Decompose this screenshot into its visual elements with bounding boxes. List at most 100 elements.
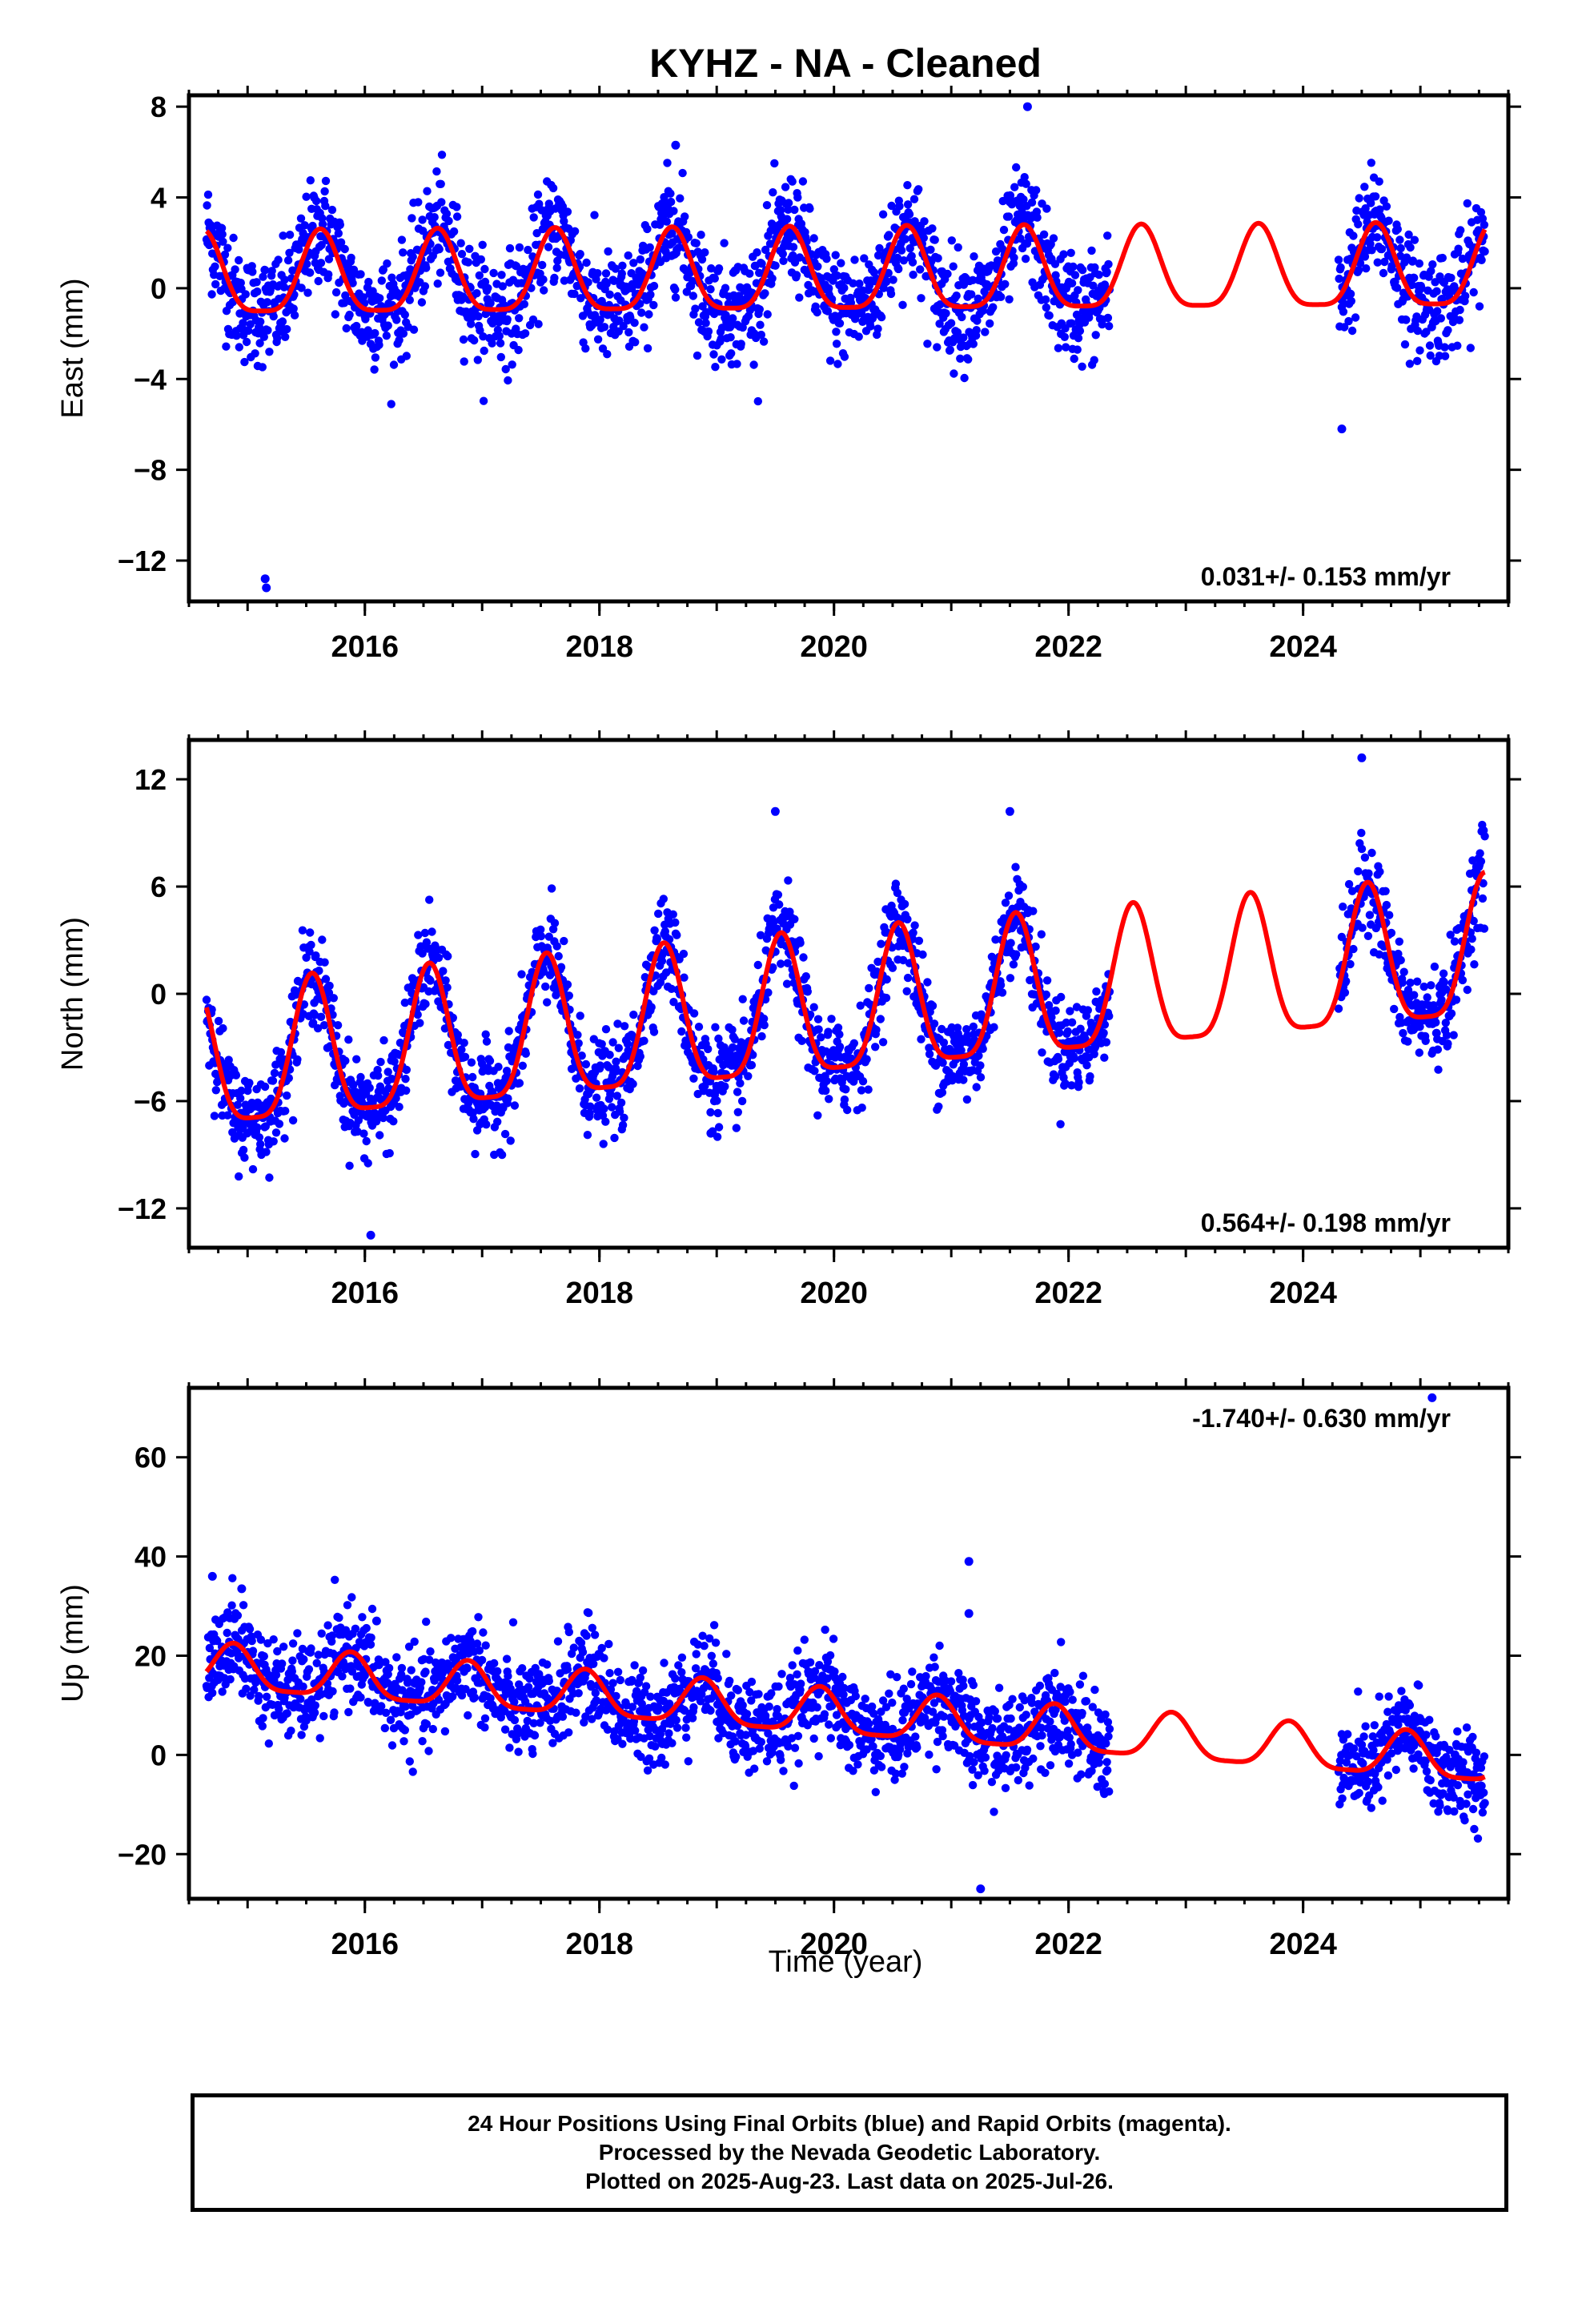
data-point — [263, 1638, 272, 1648]
data-point — [235, 255, 243, 265]
data-point — [449, 227, 459, 236]
data-point — [575, 1084, 584, 1093]
data-point — [629, 259, 638, 267]
data-point — [405, 296, 414, 304]
data-point — [972, 326, 981, 335]
data-point — [729, 1043, 737, 1052]
data-point — [331, 1575, 339, 1585]
data-point — [795, 253, 805, 262]
data-point — [544, 243, 553, 251]
data-point — [259, 1652, 268, 1661]
data-point — [603, 350, 612, 359]
y-tick-label: 0 — [151, 978, 167, 1011]
data-point — [494, 1063, 503, 1072]
data-point — [515, 314, 524, 323]
data-point — [318, 935, 327, 944]
data-point — [857, 1086, 866, 1095]
data-point — [593, 269, 602, 278]
data-point — [381, 1708, 391, 1717]
data-point — [371, 328, 379, 338]
data-point — [923, 340, 932, 348]
data-point — [714, 264, 724, 273]
data-point — [933, 343, 942, 352]
data-point — [313, 1023, 323, 1033]
data-point — [938, 1088, 947, 1097]
data-point — [504, 376, 512, 385]
data-point — [287, 1727, 295, 1735]
data-point — [470, 1693, 479, 1702]
data-point — [502, 1655, 512, 1663]
data-point — [443, 983, 452, 992]
data-point — [437, 198, 446, 207]
data-point — [307, 1644, 315, 1653]
data-point — [1104, 259, 1113, 269]
data-point — [666, 197, 676, 207]
data-point — [1441, 1019, 1451, 1027]
data-point — [1086, 1072, 1094, 1081]
data-point — [481, 1030, 490, 1039]
data-point — [1430, 962, 1439, 971]
data-point — [1367, 159, 1376, 167]
data-point — [1060, 332, 1070, 341]
data-point — [581, 1059, 591, 1069]
data-point — [608, 1103, 616, 1112]
data-point — [841, 1085, 850, 1094]
data-point — [1442, 985, 1451, 994]
data-point — [1437, 995, 1446, 1004]
data-point — [1413, 326, 1423, 336]
data-point — [460, 357, 468, 366]
data-point — [957, 1046, 966, 1055]
data-point — [669, 998, 678, 1007]
data-point — [243, 326, 253, 336]
data-point — [976, 1061, 985, 1070]
data-point — [536, 925, 545, 935]
data-point — [515, 1079, 524, 1088]
data-point — [248, 267, 257, 276]
data-point — [273, 1647, 282, 1656]
data-point — [739, 1016, 749, 1025]
data-point — [576, 1011, 584, 1020]
data-point — [784, 199, 793, 207]
data-point — [618, 1120, 628, 1130]
data-point — [385, 1148, 394, 1158]
data-point — [583, 1131, 592, 1140]
data-point — [467, 320, 476, 328]
data-point — [434, 1695, 444, 1704]
data-point — [283, 1709, 291, 1718]
data-point — [428, 1724, 437, 1734]
data-point — [877, 312, 886, 322]
data-point — [717, 355, 726, 364]
data-point — [240, 1674, 250, 1683]
data-point — [962, 1025, 971, 1034]
data-point — [1478, 214, 1488, 223]
data-point — [552, 263, 561, 272]
data-point — [1428, 260, 1437, 269]
data-point — [231, 1071, 241, 1080]
data-point — [662, 217, 671, 226]
x-tick-label: 2024 — [1269, 630, 1337, 664]
data-point — [331, 310, 339, 319]
data-point — [1382, 202, 1391, 211]
data-point — [223, 243, 232, 252]
data-point — [544, 1676, 553, 1686]
data-point — [460, 1039, 468, 1047]
data-point — [1012, 950, 1021, 959]
data-point — [857, 1104, 866, 1112]
data-point — [231, 265, 239, 274]
data-point — [576, 250, 584, 259]
data-point — [316, 1012, 326, 1022]
data-point — [451, 1076, 460, 1085]
data-point — [600, 1104, 608, 1113]
data-point — [938, 1024, 946, 1034]
data-point — [976, 1073, 986, 1082]
data-point — [1102, 1038, 1111, 1047]
data-point — [367, 1604, 377, 1614]
data-point — [1045, 311, 1054, 320]
data-point — [242, 1684, 251, 1693]
data-point — [775, 900, 784, 909]
data-point — [260, 266, 270, 275]
data-point — [222, 342, 231, 351]
data-point — [823, 307, 833, 316]
data-point — [510, 1101, 520, 1110]
data-point — [749, 360, 758, 369]
